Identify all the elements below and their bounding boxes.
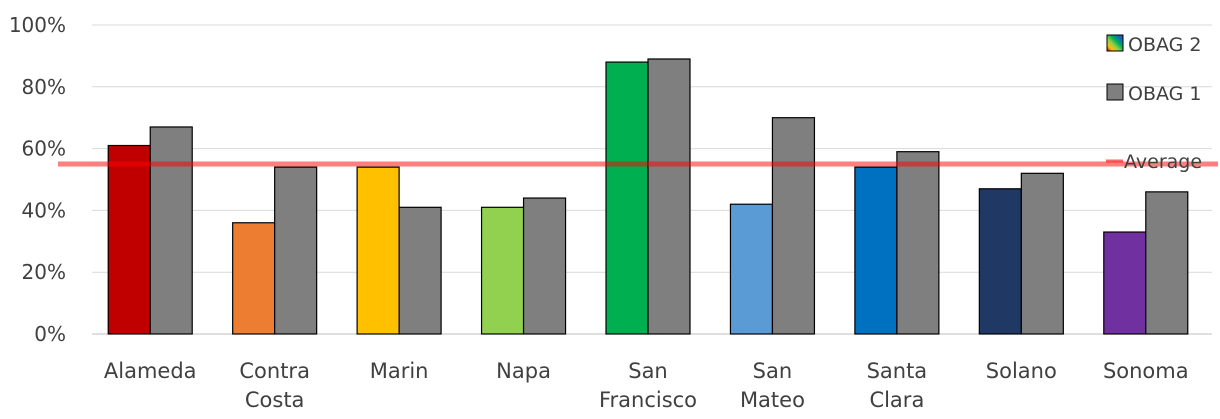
bar-obag2 (729, 203, 774, 335)
x-category-label-line: Solano (986, 359, 1057, 383)
bar-obag2 (356, 166, 400, 335)
bar-obag2 (978, 188, 1022, 335)
bar-obag2 (232, 222, 276, 335)
x-category-label-line: Alameda (104, 359, 197, 383)
y-axis-tick-labels: 0% 20% 40% 60% 80% 100% (9, 13, 66, 346)
x-category-label-line: Sonoma (1103, 359, 1189, 383)
bar-obag2 (480, 206, 525, 335)
x-category-label-line: San (753, 359, 793, 383)
bar-obag1 (522, 197, 567, 335)
bar-obag1 (149, 126, 193, 335)
x-category-label: Marin (370, 359, 429, 383)
x-category-label-line: Marin (370, 359, 429, 383)
bar-obag1 (1145, 191, 1189, 335)
x-category-label: Solano (986, 359, 1057, 383)
x-category-label-line: San (628, 359, 668, 383)
x-category-label: San Francisco (599, 359, 697, 412)
legend-swatch-obag2 (1106, 34, 1124, 52)
x-category-label-line: Santa (867, 359, 928, 383)
bar-obag2 (1103, 231, 1147, 335)
x-category-label-line: Napa (496, 359, 551, 383)
legend-label-obag1: OBAG 1 (1128, 83, 1202, 105)
bar-obag1 (1020, 172, 1064, 335)
y-tick-label: 20% (22, 260, 66, 284)
x-category-label-line: Francisco (599, 388, 697, 412)
bar-obag1 (398, 206, 442, 335)
y-tick-label: 80% (22, 75, 66, 99)
bar-obag2 (107, 144, 151, 335)
x-category-label-line: Costa (245, 388, 305, 412)
legend-swatch-obag1 (1106, 83, 1124, 101)
y-tick-label: 100% (9, 13, 66, 37)
legend-label-obag2: OBAG 2 (1128, 34, 1202, 56)
x-category-label-line: Mateo (740, 388, 805, 412)
x-category-label: Santa Clara (867, 359, 928, 412)
legend-label-average: Average (1124, 151, 1202, 173)
y-tick-label: 60% (22, 137, 66, 161)
bar-obag1 (274, 166, 318, 335)
bar-obag2 (605, 61, 649, 335)
x-category-label-line: Clara (869, 388, 924, 412)
legend: OBAG 2 OBAG 1 Average (1106, 34, 1202, 173)
x-category-label: San Mateo (740, 359, 805, 412)
x-category-label: Sonoma (1103, 359, 1189, 383)
y-tick-label: 0% (34, 322, 66, 346)
bar-obag1 (771, 117, 816, 335)
bar-obag1 (647, 58, 691, 335)
x-category-label-line: Contra (239, 359, 310, 383)
bar-obag2 (854, 166, 898, 335)
x-category-label: Alameda (104, 359, 197, 383)
bar-obag1 (896, 151, 940, 335)
y-tick-label: 40% (22, 198, 66, 222)
x-category-label: Napa (496, 359, 551, 383)
x-category-label: Contra Costa (239, 359, 310, 412)
bars (107, 58, 1189, 335)
